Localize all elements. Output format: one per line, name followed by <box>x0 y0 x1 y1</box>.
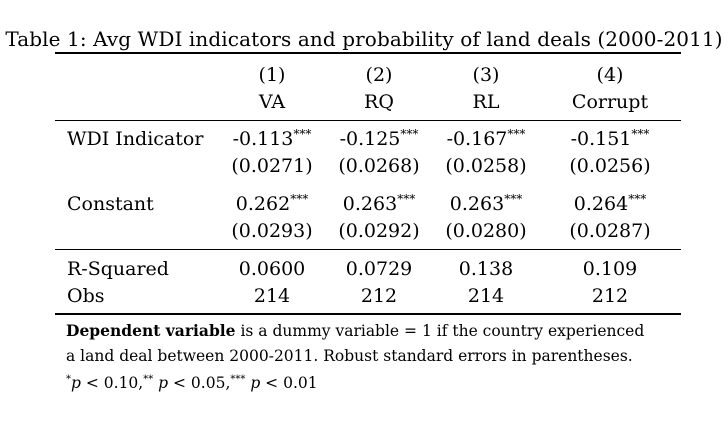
obs-1: 214 <box>253 285 291 307</box>
constant-se-3: (0.0280) <box>445 220 527 242</box>
col4-label: Corrupt <box>571 91 649 113</box>
stats-rule <box>55 249 681 250</box>
bottom-rule <box>55 313 681 315</box>
constant-coef-3: 0.263*** <box>449 192 523 215</box>
constant-coef-2: 0.263*** <box>342 192 416 215</box>
top-rule <box>55 52 681 54</box>
col1-label: VA <box>258 91 286 113</box>
table-caption: Table 1: Avg WDI indicators and probabil… <box>5 27 723 51</box>
constant-se-2: (0.0292) <box>338 220 420 242</box>
constant-se-1: (0.0293) <box>231 220 313 242</box>
constant-coef-1: 0.262*** <box>235 192 309 215</box>
wdi-coef-3: -0.167*** <box>446 127 526 150</box>
constant-coef-4: 0.264*** <box>573 192 647 215</box>
row-label-obs: Obs <box>67 285 105 307</box>
note-line-2: a land deal between 2000-2011. Robust st… <box>66 347 633 365</box>
wdi-coef-4: -0.151*** <box>570 127 650 150</box>
rsq-2: 0.0729 <box>345 258 413 280</box>
wdi-se-3: (0.0258) <box>445 155 527 177</box>
note-line-1: Dependent variable is a dummy variable =… <box>66 321 645 340</box>
rsq-3: 0.138 <box>458 258 514 280</box>
header-rule <box>55 120 681 121</box>
rsq-1: 0.0600 <box>238 258 306 280</box>
col3-number: (3) <box>472 64 500 86</box>
obs-2: 212 <box>360 285 398 307</box>
wdi-se-1: (0.0271) <box>231 155 313 177</box>
wdi-coef-2: -0.125*** <box>339 127 419 150</box>
note-significance: *p < 0.10,** p < 0.05,*** p < 0.01 <box>66 374 318 392</box>
wdi-se-2: (0.0268) <box>338 155 420 177</box>
col2-label: RQ <box>364 91 394 113</box>
wdi-se-4: (0.0256) <box>569 155 651 177</box>
col3-label: RL <box>472 91 500 113</box>
wdi-coef-1: -0.113*** <box>232 127 312 150</box>
rsq-4: 0.109 <box>582 258 638 280</box>
constant-se-4: (0.0287) <box>569 220 651 242</box>
row-label-constant: Constant <box>67 193 154 215</box>
col4-number: (4) <box>596 64 624 86</box>
obs-3: 214 <box>467 285 505 307</box>
col1-number: (1) <box>258 64 286 86</box>
row-label-wdi: WDI Indicator <box>67 128 204 150</box>
obs-4: 212 <box>591 285 629 307</box>
col2-number: (2) <box>365 64 393 86</box>
row-label-rsquared: R-Squared <box>67 258 169 280</box>
